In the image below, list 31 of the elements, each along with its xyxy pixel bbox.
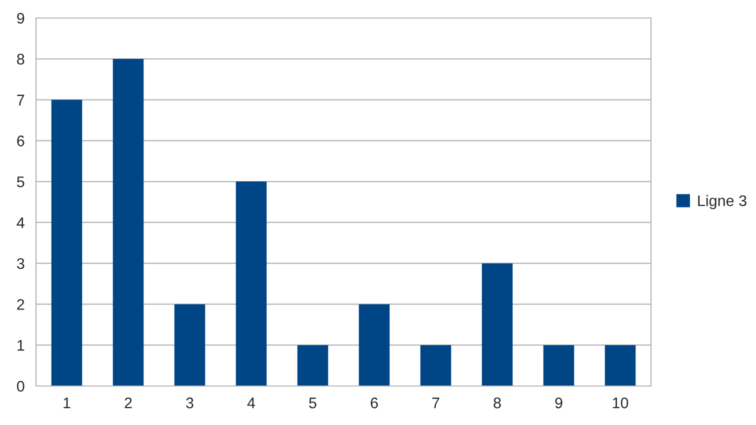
y-tick-label: 7 [17,94,24,106]
bar [358,304,390,386]
y-tick-label: 3 [16,258,24,270]
x-tick-label: 6 [370,398,378,408]
y-tick-label: 1 [18,340,24,351]
bar [297,345,328,386]
bar [112,58,144,386]
x-tick-label: 4 [247,398,256,408]
x-tick-label: 8 [494,398,501,408]
bar [482,263,513,386]
x-tick-label: 10 [612,398,628,408]
bar [236,182,267,386]
y-tick-label: 4 [16,217,24,228]
y-tick-label: 6 [17,136,24,146]
y-tick-label: 5 [17,176,24,188]
x-tick-label: 5 [309,398,316,408]
bar [51,100,82,386]
bar [604,345,636,386]
bar [174,304,206,386]
legend-label: Ligne 3 [698,194,746,210]
x-tick-label: 9 [555,398,562,408]
bar [420,345,452,386]
y-tick-label: 9 [17,12,24,24]
y-tick-label: 8 [17,54,24,65]
x-tick-label: 1 [64,398,70,408]
x-tick-label: 2 [124,398,132,408]
bar [543,345,574,386]
y-tick-label: 2 [17,299,24,310]
y-tick-label: 0 [16,380,24,392]
x-tick-label: 7 [432,398,440,408]
x-tick-label: 3 [186,398,194,408]
